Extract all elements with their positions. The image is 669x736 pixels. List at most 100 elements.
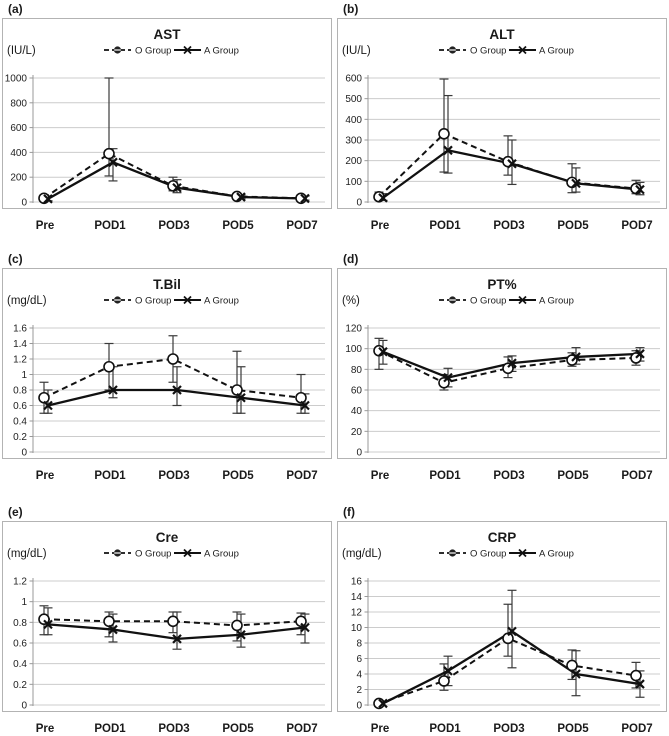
- marker-x: [300, 622, 310, 633]
- y-axis-unit: (IU/L): [7, 45, 36, 57]
- marker-circle: [438, 128, 450, 140]
- marker-x: [443, 145, 453, 156]
- marker-x: [108, 157, 118, 168]
- y-tick-label: 0.8: [13, 618, 27, 629]
- marker-circle: [630, 669, 642, 682]
- y-axis-unit: (mg/dL): [7, 548, 47, 560]
- y-tick-label: 400: [345, 115, 362, 126]
- y-tick-label: 16: [351, 577, 363, 588]
- chart-pt: (d) PT% (%) O Group A Group 0 20 40 60 80 100 120 Pr…: [337, 252, 667, 482]
- y-tick-label: 200: [10, 173, 27, 184]
- legend-a-x-icon: [518, 548, 527, 558]
- marker-x: [172, 634, 182, 644]
- y-tick-label: 0: [21, 448, 27, 459]
- y-tick-label: 10: [351, 623, 363, 634]
- x-axis-label: POD3: [158, 723, 189, 735]
- marker-x: [236, 192, 246, 202]
- marker-x: [378, 193, 388, 203]
- marker-circle: [103, 147, 115, 160]
- y-tick-label: 60: [351, 386, 363, 397]
- x-axis-label: POD7: [621, 220, 652, 232]
- y-tick-label: 800: [10, 98, 27, 109]
- marker-circle: [231, 384, 243, 396]
- marker-x: [378, 698, 388, 709]
- marker-x: [300, 400, 310, 411]
- y-tick-label: 600: [345, 74, 362, 85]
- chart-title: T.Bil: [153, 277, 181, 292]
- x-axis-label: POD3: [158, 220, 189, 232]
- panel-box: [337, 268, 667, 459]
- y-tick-label: 4: [356, 670, 362, 681]
- y-tick-label: 1: [21, 597, 27, 608]
- y-tick-label: 0: [356, 701, 362, 712]
- x-axis-label: POD7: [286, 723, 317, 735]
- legend-o-label: O Group: [135, 549, 171, 560]
- legend-a-label: A Group: [204, 549, 239, 560]
- marker-circle: [502, 632, 514, 645]
- y-tick-label: 600: [10, 123, 27, 134]
- x-axis-label: POD5: [222, 470, 254, 482]
- y-tick-label: 400: [10, 148, 27, 159]
- marker-x: [635, 349, 645, 359]
- y-tick-label: 0.4: [13, 659, 27, 670]
- panel-b: (b) ALT (IU/L) O Group A Group 0 100 200 300 400 5…: [335, 0, 669, 233]
- panel-letter: (f): [343, 505, 355, 519]
- marker-circle: [103, 360, 115, 373]
- marker-x: [507, 158, 517, 169]
- x-axis-label: POD1: [429, 220, 461, 232]
- y-tick-label: 14: [351, 592, 363, 603]
- x-axis-label: Pre: [36, 723, 55, 735]
- chart-title: AST: [154, 27, 182, 42]
- y-tick-label: 1000: [5, 74, 28, 85]
- marker-circle: [38, 391, 50, 404]
- marker-x: [443, 666, 453, 676]
- y-axis-unit: (%): [342, 295, 360, 307]
- y-tick-label: 100: [345, 344, 362, 355]
- x-axis-label: POD1: [94, 470, 126, 482]
- marker-x: [443, 372, 453, 383]
- marker-x: [571, 352, 581, 362]
- legend-a-label: A Group: [204, 296, 239, 307]
- legend-o-label: O Group: [135, 46, 171, 57]
- y-axis-unit: (IU/L): [342, 45, 371, 57]
- panel-letter: (b): [343, 2, 358, 16]
- y-tick-label: 80: [351, 365, 363, 376]
- y-tick-label: 1.2: [13, 355, 27, 366]
- y-axis-unit: (mg/dL): [7, 295, 47, 307]
- y-tick-label: 120: [345, 324, 362, 335]
- marker-circle: [167, 615, 179, 628]
- legend-o-label: O Group: [470, 46, 506, 57]
- legend-a-label: A Group: [539, 296, 574, 307]
- y-tick-label: 20: [351, 427, 363, 438]
- y-tick-label: 0: [21, 198, 27, 209]
- x-axis-label: POD7: [621, 723, 652, 735]
- marker-x: [43, 619, 53, 630]
- y-tick-label: 1: [21, 370, 27, 381]
- panel-d: (d) PT% (%) O Group A Group 0 20 40 60 80 100 120 Pr…: [335, 250, 669, 483]
- x-axis-label: Pre: [36, 470, 55, 482]
- x-axis-label: POD7: [286, 470, 317, 482]
- panel-box: [337, 18, 667, 209]
- marker-x: [43, 194, 53, 204]
- series-o-line: [378, 349, 637, 384]
- y-tick-label: 200: [345, 156, 362, 167]
- chart-title: Cre: [156, 530, 179, 545]
- chart-cre: (e) Cre (mg/dL) O Group A Group 0 0.2 0.4 0.6 0.8…: [2, 505, 332, 735]
- x-axis-label: POD5: [222, 723, 254, 735]
- marker-x: [236, 629, 246, 640]
- x-axis-label: POD1: [429, 470, 461, 482]
- chart-title: PT%: [487, 277, 516, 292]
- x-axis-label: POD5: [222, 220, 254, 232]
- marker-x: [571, 669, 581, 679]
- marker-x: [300, 193, 310, 204]
- marker-x: [507, 626, 517, 637]
- marker-x: [378, 346, 388, 357]
- y-tick-label: 12: [351, 608, 363, 619]
- marker-x: [635, 679, 645, 689]
- legend-a-x-icon: [183, 45, 192, 55]
- x-axis-label: POD3: [493, 723, 524, 735]
- legend-a-label: A Group: [539, 549, 574, 560]
- y-tick-label: 0: [356, 198, 362, 209]
- y-tick-label: 500: [345, 94, 362, 105]
